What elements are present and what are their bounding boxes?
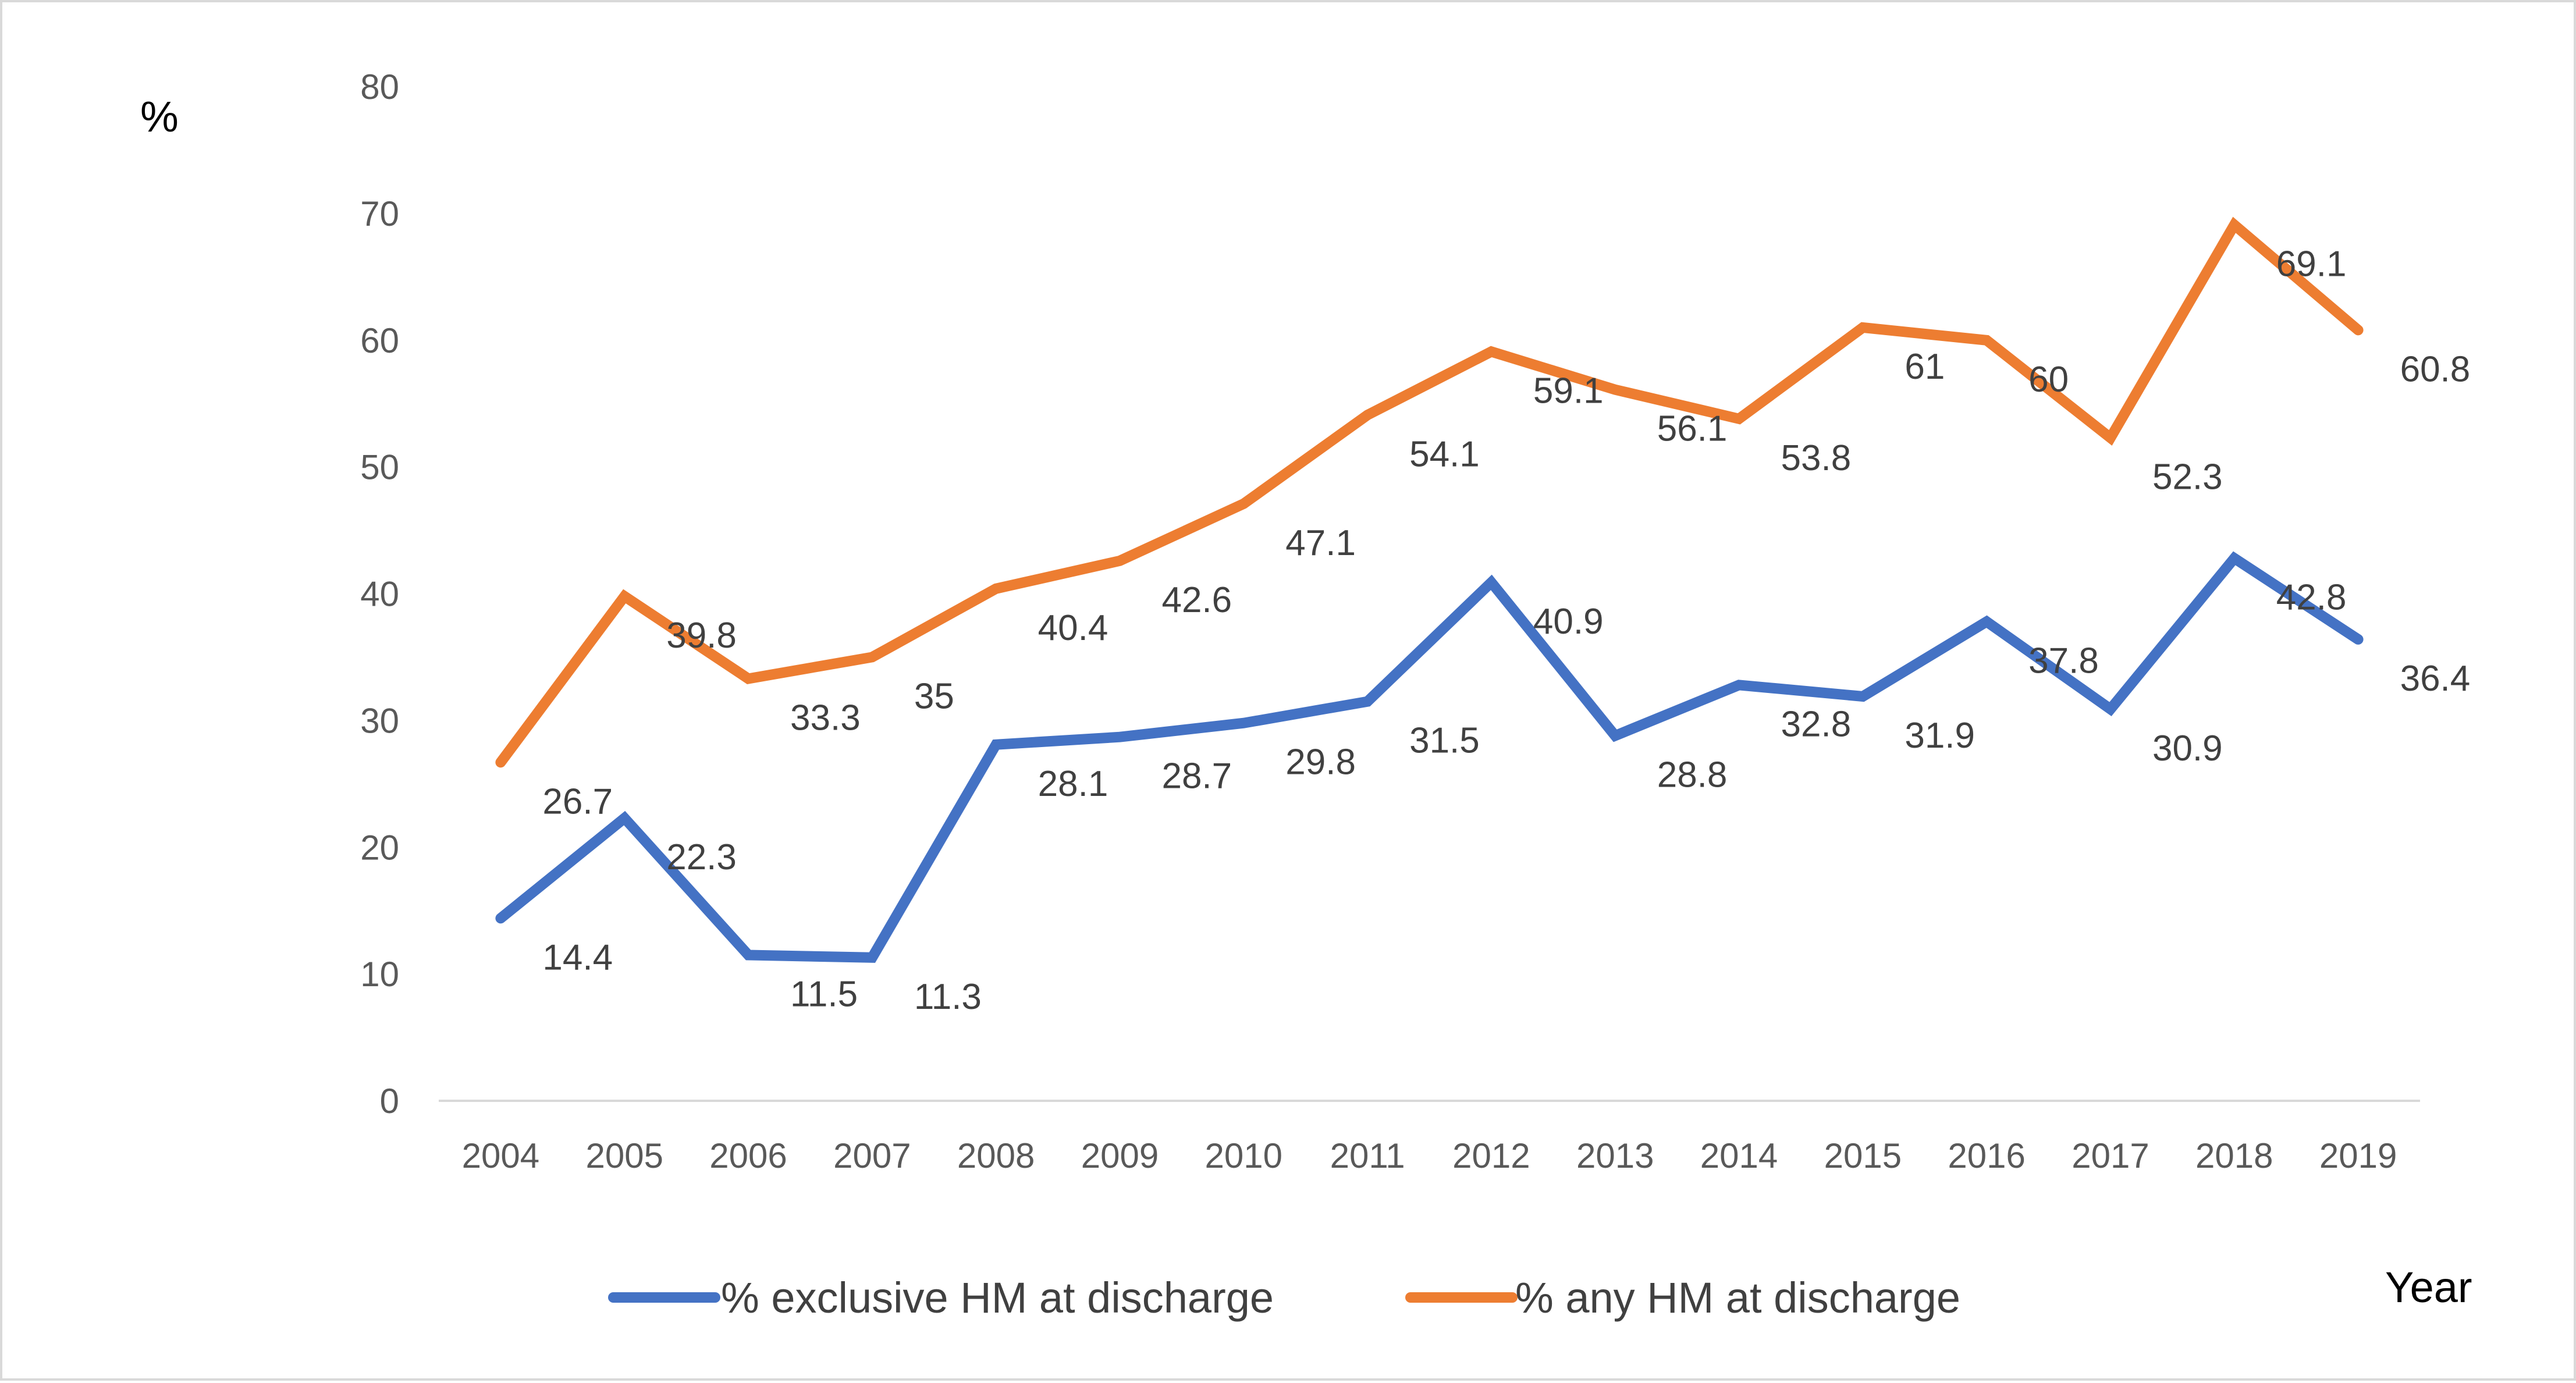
data-label: 14.4: [542, 937, 613, 977]
data-label: 56.1: [1657, 409, 1728, 449]
x-tick-label: 2005: [585, 1136, 663, 1175]
x-tick-label: 2018: [2195, 1136, 2273, 1175]
y-tick-label: 70: [360, 194, 399, 233]
x-tick-label: 2012: [1452, 1136, 1530, 1175]
x-tick-label: 2019: [2319, 1136, 2397, 1175]
y-tick-label: 60: [360, 321, 399, 360]
x-tick-label: 2017: [2072, 1136, 2149, 1175]
y-tick-label: 20: [360, 828, 399, 867]
data-label: 11.5: [790, 974, 858, 1014]
x-tick-label: 2014: [1700, 1136, 1778, 1175]
legend-label-any-hm: % any HM at discharge: [1515, 1274, 1960, 1322]
x-tick-label: 2008: [957, 1136, 1035, 1175]
data-label: 32.8: [1781, 704, 1852, 744]
data-label: 33.3: [790, 698, 861, 738]
y-tick-label: 50: [360, 448, 399, 487]
y-axis-title: %: [140, 93, 179, 141]
y-tick-label: 80: [360, 67, 399, 106]
legend-label-exclusive-hm: % exclusive HM at discharge: [721, 1274, 1274, 1322]
x-tick-label: 2009: [1081, 1136, 1159, 1175]
x-tick-label: 2011: [1330, 1136, 1405, 1175]
data-label: 40.9: [1533, 602, 1604, 642]
legend: % exclusive HM at discharge % any HM at …: [608, 1274, 1960, 1322]
data-label: 28.8: [1657, 755, 1728, 795]
data-label: 37.8: [2028, 641, 2099, 681]
data-label: 40.4: [1038, 608, 1108, 648]
y-tick-label: 0: [380, 1082, 399, 1121]
data-label: 31.9: [1905, 716, 1975, 756]
data-label: 52.3: [2152, 457, 2223, 497]
data-label: 61: [1905, 347, 1945, 387]
x-tick-label: 2004: [462, 1136, 539, 1175]
data-label: 30.9: [2152, 728, 2223, 769]
data-label: 28.7: [1161, 756, 1232, 797]
data-label: 22.3: [666, 837, 737, 877]
x-axis-title: Year: [2385, 1263, 2472, 1311]
x-tick-label: 2007: [833, 1136, 911, 1175]
x-tick-label: 2010: [1205, 1136, 1282, 1175]
data-label: 11.3: [914, 977, 982, 1017]
x-tick-label: 2006: [709, 1136, 787, 1175]
data-label: 29.8: [1285, 742, 1356, 783]
data-label: 59.1: [1533, 371, 1604, 411]
data-label: 31.5: [1409, 721, 1480, 761]
data-label: 26.7: [542, 781, 613, 822]
data-label: 36.4: [2400, 659, 2471, 699]
x-tick-label: 2016: [1948, 1136, 2025, 1175]
data-label: 60: [2028, 360, 2069, 400]
data-label: 47.1: [1285, 523, 1356, 563]
data-label: 42.8: [2276, 577, 2347, 617]
x-tick-label: 2013: [1576, 1136, 1654, 1175]
y-tick-label: 10: [360, 955, 399, 994]
data-label: 42.6: [1161, 580, 1232, 620]
y-tick-label: 40: [360, 575, 399, 614]
y-tick-label: 30: [360, 701, 399, 740]
data-label: 53.8: [1781, 438, 1852, 478]
data-label: 39.8: [666, 616, 737, 656]
data-label: 54.1: [1409, 434, 1480, 474]
data-label: 69.1: [2276, 244, 2347, 284]
data-label: 28.1: [1038, 764, 1108, 804]
series-line-any-hm: [495, 216, 2364, 768]
x-tick-label: 2015: [1824, 1136, 1902, 1175]
data-label: 60.8: [2400, 349, 2471, 389]
data-label: 35: [914, 676, 954, 716]
series-line-exclusive-hm: [495, 551, 2364, 963]
